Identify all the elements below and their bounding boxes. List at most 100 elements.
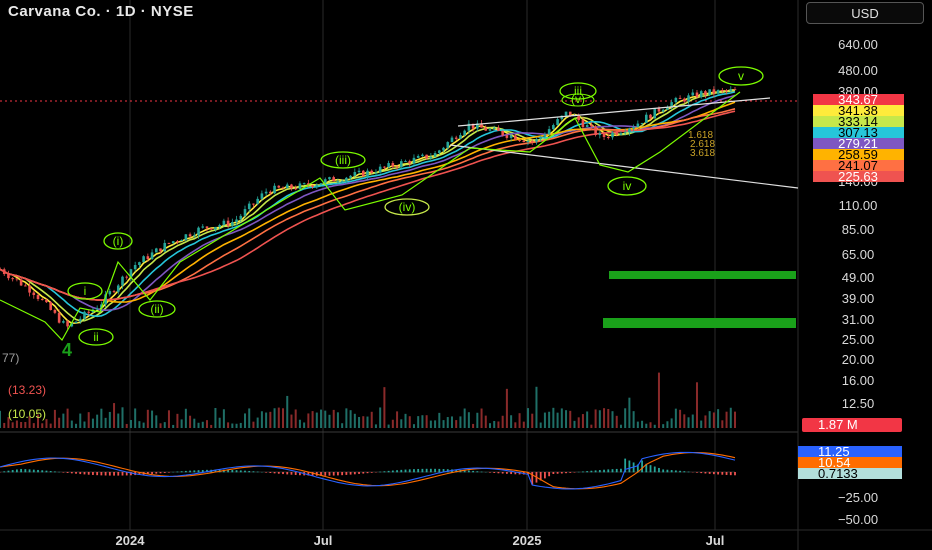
price-axis[interactable]: 800.00640.00480.00380.00140.00110.0085.0… <box>838 4 878 411</box>
candle-body <box>530 140 534 142</box>
candle-body <box>201 226 205 228</box>
candle-body <box>159 248 162 252</box>
volume-bar <box>514 422 517 428</box>
candle-body <box>239 215 243 220</box>
volume-bar <box>315 412 318 428</box>
volume-bar <box>565 410 568 428</box>
candle-body <box>649 114 652 119</box>
candle-body <box>602 133 606 137</box>
fib-label-2: 2.618 <box>690 139 715 150</box>
price-tag-bg <box>813 171 904 182</box>
candle-body <box>49 302 52 310</box>
candle-body <box>180 239 183 242</box>
osc-histogram-bar <box>594 470 597 473</box>
volume-bar <box>455 420 458 428</box>
candle-body <box>138 262 141 266</box>
osc-histogram-bar <box>717 472 720 475</box>
osc-histogram-bar <box>480 471 483 473</box>
volume-bar <box>721 420 724 428</box>
volume-bar <box>421 415 424 428</box>
candle-body <box>467 123 471 131</box>
volume-bar <box>412 424 415 428</box>
candle-body <box>687 95 690 102</box>
volume-bar <box>628 397 631 428</box>
osc-histogram-bar <box>383 471 386 473</box>
volume-bar <box>645 423 648 428</box>
volume-bar <box>163 422 166 428</box>
candle-body <box>678 97 682 99</box>
volume-bar <box>379 407 382 428</box>
candle-body <box>205 226 209 229</box>
candle-body <box>514 135 517 140</box>
price-tag-bg <box>813 138 904 149</box>
osc-histogram-bar <box>586 471 589 473</box>
volume-bar <box>712 412 715 428</box>
volume-bar <box>294 409 297 428</box>
currency-selector[interactable]: USD <box>806 2 924 24</box>
moving-average-line <box>0 89 736 322</box>
osc-histogram-bar <box>641 460 643 473</box>
volume-bar <box>176 413 179 428</box>
osc-histogram-bar <box>138 472 141 475</box>
volume-bar <box>505 388 508 428</box>
osc-histogram-bar <box>28 469 31 473</box>
volume-bar <box>15 420 18 428</box>
volume-bars <box>0 372 736 428</box>
osc-histogram-bar <box>527 472 529 475</box>
volume-bar <box>336 412 339 428</box>
candle-body <box>311 185 314 187</box>
volume-bar <box>197 422 200 428</box>
wave-4-label: 4 <box>62 340 72 360</box>
volume-bar <box>20 422 23 428</box>
volume-bar <box>214 407 217 428</box>
candle-body <box>412 157 416 164</box>
volume-bar <box>277 407 280 428</box>
volume-bar <box>121 407 124 428</box>
osc-histogram-bar <box>201 469 204 473</box>
volume-bar <box>653 424 656 428</box>
price-axis-label: 110.00 <box>839 198 878 213</box>
osc-histogram-bar <box>20 468 23 473</box>
osc-histogram-bar <box>320 472 322 476</box>
support-zone-upper[interactable] <box>609 271 796 279</box>
candle-body <box>336 181 340 183</box>
osc-histogram-bar <box>729 472 732 476</box>
candle-body <box>277 185 281 188</box>
volume-bar <box>543 412 546 428</box>
osc-histogram-bar <box>83 472 86 475</box>
osc-signal-line <box>0 452 736 490</box>
osc-histogram-bar <box>582 471 584 473</box>
volume-bar <box>417 416 420 428</box>
volume-bar <box>704 415 707 428</box>
osc-histogram-bar <box>510 472 513 475</box>
volume-bar <box>590 424 593 428</box>
osc-histogram-bar <box>41 470 44 473</box>
volume-bar <box>320 409 323 428</box>
price-axis-label: 39.00 <box>842 291 875 306</box>
price-tag-bg <box>813 149 904 160</box>
price-tag-bg <box>813 105 904 116</box>
candle-body <box>721 90 724 92</box>
volume-bar <box>311 411 314 428</box>
volume-tag: 1.87 M <box>818 417 858 432</box>
osc-histogram-bar <box>104 472 107 476</box>
candle-body <box>349 175 352 178</box>
candle-body <box>184 234 188 240</box>
osc-histogram-bar <box>299 472 301 476</box>
osc-histogram-bar <box>256 471 259 473</box>
volume-bar <box>484 415 487 428</box>
volume-bar <box>531 413 534 428</box>
osc-histogram-bar <box>70 472 73 474</box>
candle-body <box>488 129 492 131</box>
volume-bar <box>248 408 251 428</box>
osc-histogram-bar <box>421 468 424 473</box>
trend-lines <box>449 97 799 189</box>
support-zone-lower[interactable] <box>603 318 796 328</box>
osc-histogram-bar <box>725 472 728 475</box>
osc-histogram-bar <box>341 472 344 476</box>
volume-bar <box>286 395 289 428</box>
volume-bar <box>569 410 572 428</box>
osc-histogram-bar <box>712 472 715 475</box>
osc-histogram-bar <box>628 460 631 473</box>
